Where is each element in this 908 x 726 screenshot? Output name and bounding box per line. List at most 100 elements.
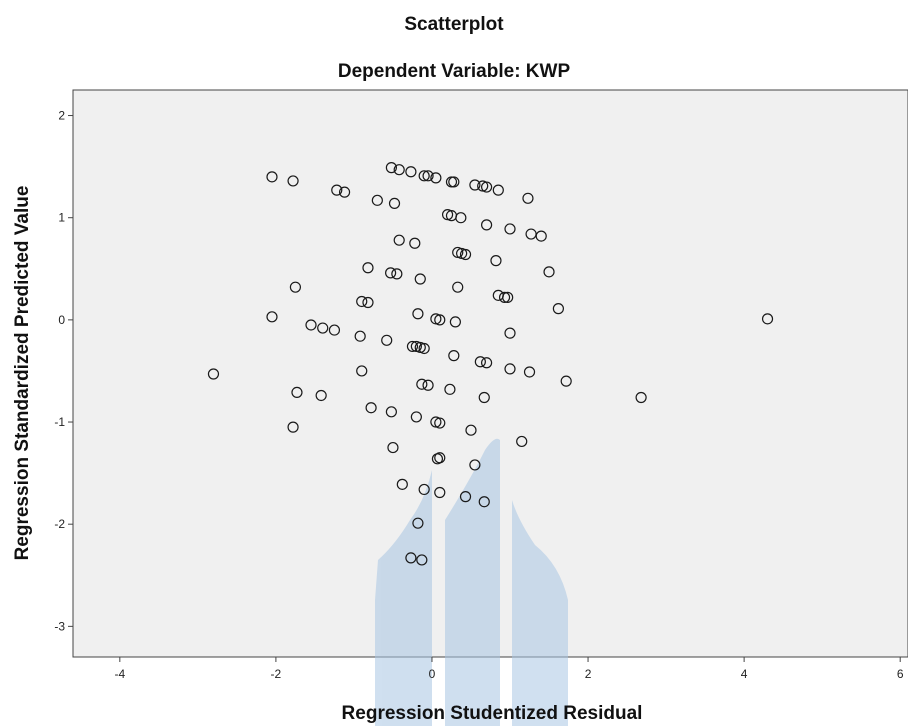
data-point	[331, 184, 343, 196]
data-point	[385, 406, 397, 418]
y-axis-label: Regression Standardized Predicted Value	[12, 186, 33, 561]
data-point	[504, 363, 516, 375]
data-point	[287, 175, 299, 187]
data-point	[469, 459, 481, 471]
data-point	[266, 311, 278, 323]
data-point	[434, 486, 446, 499]
data-point	[480, 219, 493, 231]
data-point	[543, 266, 555, 278]
data-point	[560, 375, 572, 387]
data-point	[412, 308, 424, 320]
data-point	[448, 176, 460, 188]
data-point	[480, 357, 493, 369]
y-tick-label: -3	[54, 619, 65, 633]
data-point	[465, 424, 477, 436]
data-point	[266, 171, 278, 183]
data-point	[490, 255, 502, 267]
data-point	[492, 184, 504, 196]
x-tick-label: -4	[114, 667, 125, 681]
data-point	[414, 273, 426, 285]
watermark	[375, 438, 568, 726]
data-point	[416, 554, 428, 566]
data-point	[362, 262, 374, 274]
data-point	[434, 314, 446, 326]
data-point	[381, 334, 393, 346]
data-point	[448, 350, 460, 362]
data-point	[761, 313, 774, 325]
data-point	[287, 421, 299, 433]
data-point	[635, 391, 647, 404]
x-tick-label: 0	[429, 667, 436, 681]
data-point	[391, 268, 403, 280]
data-point	[410, 411, 422, 423]
data-point	[405, 166, 417, 178]
data-point	[434, 417, 446, 429]
y-tick-label: 0	[58, 313, 65, 327]
x-tick-label: 2	[585, 667, 592, 681]
data-point	[356, 365, 368, 377]
x-axis-label: Regression Studentized Residual	[342, 703, 643, 724]
axes: -4 -2 0 2 4 6 2 1 0 -1 -2 -3	[54, 109, 904, 681]
data-point	[422, 379, 434, 391]
data-points	[207, 162, 774, 566]
data-point	[504, 327, 516, 339]
data-point	[498, 291, 511, 303]
data-point	[385, 162, 397, 174]
data-point	[478, 496, 490, 508]
data-point	[356, 295, 368, 308]
data-point	[328, 324, 341, 336]
data-point	[388, 197, 401, 209]
data-point	[305, 319, 317, 331]
data-point	[416, 378, 428, 390]
data-point	[338, 186, 351, 198]
data-point	[371, 194, 383, 206]
data-point	[459, 248, 472, 261]
data-point	[385, 267, 397, 279]
chart-title: Scatterplot	[404, 14, 504, 35]
data-point	[502, 291, 514, 303]
data-point	[480, 181, 493, 193]
data-point	[405, 552, 417, 564]
data-point	[396, 478, 408, 490]
data-point	[552, 303, 564, 315]
data-point	[315, 389, 327, 402]
x-tick-label: 4	[741, 667, 748, 681]
data-point	[444, 383, 456, 395]
data-point	[449, 316, 461, 328]
data-point	[387, 441, 399, 454]
y-tick-label: 1	[58, 211, 65, 225]
data-point	[365, 402, 377, 414]
data-point	[430, 172, 442, 184]
data-point	[422, 170, 434, 182]
data-point	[516, 435, 528, 448]
data-point	[535, 230, 547, 242]
data-point	[207, 368, 220, 380]
y-tick-label: -2	[54, 517, 65, 531]
data-point	[418, 170, 430, 182]
chart-subtitle: Dependent Variable: KWP	[338, 61, 571, 82]
data-point	[317, 322, 329, 334]
data-point	[478, 391, 490, 404]
data-point	[393, 234, 405, 246]
data-point	[393, 164, 405, 176]
data-point	[362, 296, 374, 309]
data-point	[522, 192, 534, 204]
data-point	[455, 212, 467, 224]
data-point	[418, 342, 430, 355]
data-point	[523, 366, 536, 378]
data-point	[504, 223, 516, 235]
y-tick-label: 2	[58, 109, 65, 123]
data-point	[474, 356, 486, 368]
data-point	[452, 281, 464, 293]
x-tick-label: 6	[897, 667, 904, 681]
data-point	[459, 491, 472, 503]
data-point	[354, 330, 366, 342]
y-tick-label: -1	[54, 415, 65, 429]
data-point	[469, 179, 481, 191]
data-point	[406, 340, 419, 353]
data-point	[409, 237, 421, 249]
data-point	[289, 281, 302, 293]
data-point	[291, 386, 303, 398]
data-point	[431, 453, 444, 465]
